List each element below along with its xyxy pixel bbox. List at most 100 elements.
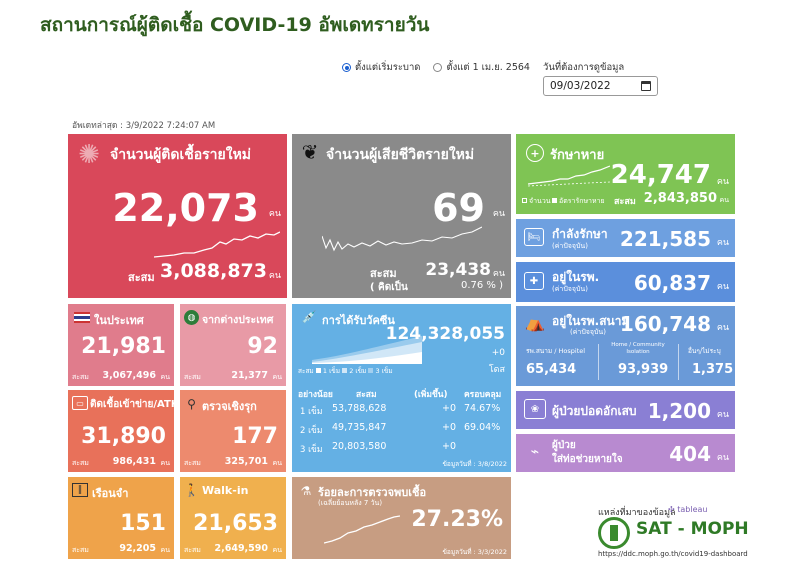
field-hosp-col2-value: 93,939 bbox=[618, 362, 669, 377]
ventilator-label-2: ใส่ท่อช่วยหายใจ bbox=[552, 454, 623, 465]
prison-cum-unit: คน bbox=[160, 546, 170, 554]
deaths-cum-unit: คน bbox=[492, 269, 505, 279]
field-hosp-col3-label: อื่นๆ/ไม่ระบุ bbox=[688, 347, 721, 355]
vaccine-header-inc: (เพิ่มขึ้น) bbox=[414, 390, 448, 400]
recovered-sparkline bbox=[528, 165, 610, 187]
vaccine-row-3-dose: 3 เข็ม bbox=[300, 445, 323, 455]
atk-value: 31,890 bbox=[81, 424, 166, 449]
recovered-legend-rate-label: อัตรารักษาหาย bbox=[559, 197, 605, 205]
ventilator-label: ผู้ป่วย bbox=[552, 440, 576, 451]
field-hosp-col1-value: 65,434 bbox=[526, 362, 577, 377]
field-hosp-col2-label: Home / Community Isolation bbox=[611, 342, 665, 355]
deaths-unit: คน bbox=[492, 209, 505, 219]
proactive-value: 177 bbox=[232, 424, 278, 449]
vaccine-row-3-cum: 20,803,580 bbox=[332, 441, 387, 452]
new-cases-cum-unit: คน bbox=[268, 271, 281, 281]
prison-cum-label: สะสม bbox=[72, 546, 89, 554]
ventilator-unit: คน bbox=[716, 453, 729, 463]
field-hosp-divider-2 bbox=[678, 344, 679, 380]
abroad-card: ◍ จากต่างประเทศ 92 สะสม 21,377 คน bbox=[180, 304, 286, 386]
new-cases-cum-label: สะสม bbox=[128, 271, 155, 284]
vaccine-row-1-cum: 53,788,628 bbox=[332, 403, 387, 414]
range-radio-group: ตั้งแต่เริ่มระบาด ตั้งแต่ 1 เม.ย. 2564 bbox=[342, 60, 540, 75]
deaths-cum-value: 23,438 bbox=[425, 260, 491, 280]
vaccine-row-2-dose: 2 เข็ม bbox=[300, 426, 323, 436]
lungs-icon: ❀ bbox=[524, 399, 546, 419]
recovered-value: 24,747 bbox=[610, 160, 711, 190]
treating-unit: คน bbox=[716, 238, 729, 248]
domestic-label: ในประเทศ bbox=[94, 314, 144, 327]
date-input-value: 09/03/2022 bbox=[550, 80, 611, 92]
page-title: สถานการณ์ผู้ติดเชื้อ COVID-19 อัพเดทรายว… bbox=[40, 14, 430, 36]
test-tube-icon: ⚗ bbox=[300, 484, 312, 498]
proactive-cum-value: 325,701 bbox=[224, 456, 268, 467]
recovered-cum-unit: คน bbox=[719, 196, 729, 204]
vaccine-legend-2: 2 เข็ม bbox=[349, 367, 367, 375]
date-input[interactable]: 09/03/2022 bbox=[543, 76, 658, 96]
vaccine-legend-swatch-1 bbox=[315, 368, 321, 373]
deaths-label: จำนวนผู้เสียชีวิตรายใหม่ bbox=[326, 147, 475, 163]
vaccine-legend-1: 1 เข็ม bbox=[322, 367, 341, 375]
new-cases-card: ✺ จำนวนผู้ติดเชื้อรายใหม่ 22,073 คน สะสม… bbox=[68, 134, 287, 298]
radio-since-apr-2564[interactable]: ตั้งแต่ 1 เม.ย. 2564 bbox=[433, 60, 530, 75]
last-updated: อัพเดทล่าสุด : 3/9/2022 7:24:07 AM bbox=[72, 121, 216, 131]
source-label: แหล่งที่มาของข้อมูล bbox=[598, 508, 676, 518]
walkin-cum-value: 2,649,590 bbox=[214, 543, 269, 554]
radio-unselected-icon bbox=[433, 63, 443, 72]
abroad-cum-unit: คน bbox=[272, 373, 282, 381]
vaccine-header-cum: สะสม bbox=[356, 390, 377, 400]
field-hospital-unit: คน bbox=[716, 323, 729, 333]
recovered-cum-value: 2,843,850 bbox=[643, 191, 717, 206]
vaccine-row-2-inc: +0 bbox=[442, 422, 457, 433]
vaccine-row-2-cov: 69.04% bbox=[464, 422, 501, 433]
positivity-note: ข้อมูลวันที่ : 3/3/2022 bbox=[442, 548, 507, 556]
date-label: วันที่ต้องการดูข้อมูล bbox=[543, 62, 625, 73]
ventilator-value: 404 bbox=[669, 442, 711, 466]
new-cases-sparkline bbox=[154, 231, 280, 258]
deaths-pct-label: ( คิดเป็น bbox=[370, 282, 408, 293]
deaths-card: ❦ จำนวนผู้เสียชีวิตรายใหม่ 69 คน สะสม 23… bbox=[292, 134, 511, 298]
prison-label: เรือนจำ bbox=[92, 487, 129, 500]
walkin-cum-label: สะสม bbox=[184, 546, 201, 554]
ventilator-card: ⌁ ผู้ป่วย ใส่ท่อช่วยหายใจ 404 คน bbox=[516, 434, 735, 472]
source-url[interactable]: https://ddc.moph.go.th/covid19-dashboard bbox=[598, 550, 748, 558]
field-hosp-col3-value: 1,375 bbox=[692, 362, 734, 377]
positivity-value: 27.23% bbox=[411, 507, 503, 532]
radio-since-outbreak-label: ตั้งแต่เริ่มระบาด bbox=[355, 62, 421, 73]
thai-flag-icon bbox=[74, 312, 90, 323]
positivity-card: ⚗ ร้อยละการตรวจพบเชื้อ (เฉลี่ยย้อนหลัง 7… bbox=[292, 477, 511, 559]
hospital-value: 60,837 bbox=[633, 271, 711, 295]
radio-selected-icon bbox=[342, 63, 351, 72]
domestic-cum-label: สะสม bbox=[72, 373, 89, 381]
atk-label: ติดเชื้อเข้าข่าย/ATK bbox=[90, 399, 174, 410]
walkin-value: 21,653 bbox=[193, 511, 278, 536]
vaccine-legend-prefix: สะสม bbox=[298, 367, 314, 375]
hospital-label: อยู่ในรพ. bbox=[552, 270, 600, 284]
positivity-sparkline bbox=[324, 515, 400, 544]
domestic-cum-value: 3,067,496 bbox=[102, 370, 157, 381]
radio-since-outbreak[interactable]: ตั้งแต่เริ่มระบาด bbox=[342, 60, 420, 75]
positivity-label: ร้อยละการตรวจพบเชื้อ bbox=[318, 486, 427, 499]
field-hospital-value: 160,748 bbox=[619, 312, 711, 336]
walkin-cum-unit: คน bbox=[272, 546, 282, 554]
treating-card: 🛏 กำลังรักษา (ค่าปัจจุบัน) 221,585 คน bbox=[516, 219, 735, 257]
globe-icon: ◍ bbox=[184, 310, 199, 325]
proactive-label: ตรวจเชิงรุก bbox=[202, 400, 257, 413]
vaccine-added-unit: โดส bbox=[488, 365, 505, 375]
prison-bars-icon: ‖ bbox=[72, 483, 88, 497]
field-hospital-card: ⛺ อยู่ในรพ.สนาม (ค่าปัจจุบัน) 160,748 คน… bbox=[516, 306, 735, 386]
moph-logo-icon bbox=[598, 517, 630, 549]
domestic-card: ในประเทศ 21,981 สะสม 3,067,496 คน bbox=[68, 304, 174, 386]
abroad-value: 92 bbox=[247, 334, 278, 359]
new-cases-value: 22,073 bbox=[112, 186, 259, 230]
walkin-label: Walk-in bbox=[202, 484, 249, 497]
calendar-icon[interactable] bbox=[641, 81, 651, 91]
vaccine-added: +0 bbox=[491, 348, 505, 358]
black-ribbon-icon: ❦ bbox=[301, 140, 319, 164]
deaths-cum-label: สะสม bbox=[370, 267, 397, 280]
tableau-brand: tableau bbox=[677, 505, 708, 514]
org-name: SAT - MOPH bbox=[636, 519, 749, 539]
walkin-card: 🚶 Walk-in 21,653 สะสม 2,649,590 คน bbox=[180, 477, 286, 559]
deaths-value: 69 bbox=[432, 186, 485, 230]
ventilator-icon: ⌁ bbox=[530, 444, 540, 460]
